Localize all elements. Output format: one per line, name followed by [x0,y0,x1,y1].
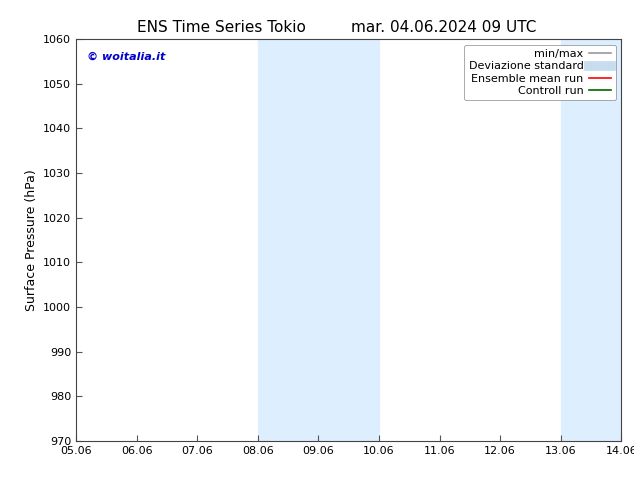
Bar [560,39,621,441]
Bar [318,39,379,441]
Y-axis label: Surface Pressure (hPa): Surface Pressure (hPa) [25,169,37,311]
Text: ENS Time Series Tokio: ENS Time Series Tokio [138,20,306,35]
Text: mar. 04.06.2024 09 UTC: mar. 04.06.2024 09 UTC [351,20,536,35]
Legend: min/max, Deviazione standard, Ensemble mean run, Controll run: min/max, Deviazione standard, Ensemble m… [464,45,616,100]
Text: © woitalia.it: © woitalia.it [87,51,165,61]
Bar [258,39,318,441]
